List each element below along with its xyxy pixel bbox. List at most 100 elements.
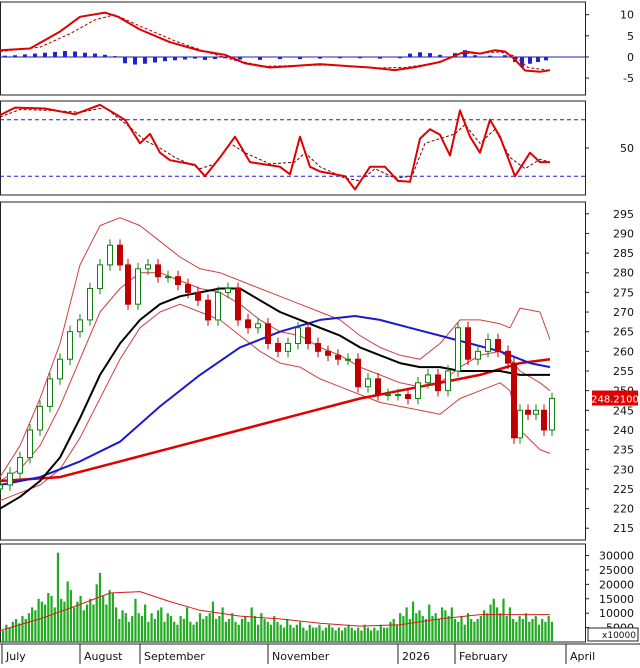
volume-bar: [244, 616, 247, 642]
volume-bar: [550, 621, 553, 642]
volume-bar: [505, 616, 508, 642]
macd-histogram-bar: [473, 55, 477, 57]
candle-body: [335, 354, 341, 360]
volume-bar: [18, 623, 21, 642]
volume-bar: [476, 618, 479, 642]
candle-body: [549, 398, 555, 431]
volume-bar: [366, 627, 369, 642]
candle-body: [525, 409, 531, 415]
candle-body: [295, 327, 301, 344]
candle-body: [235, 287, 241, 321]
volume-bar: [163, 621, 166, 642]
macd-histogram-bar: [408, 53, 412, 57]
volume-bar: [189, 621, 192, 642]
candle-body: [541, 409, 547, 431]
macd-histogram-bar: [536, 56, 540, 63]
stochastic-axis-frame: [0, 100, 586, 196]
stochastic-axis-tick-label: 50: [620, 142, 634, 155]
volume-bar: [140, 616, 144, 642]
volume-bar: [453, 618, 457, 642]
candle-body: [225, 287, 231, 293]
volume-bar: [489, 604, 492, 642]
candle-body: [195, 291, 201, 301]
candle-body: [505, 350, 511, 364]
volume-bar: [528, 621, 531, 642]
volume-bar: [82, 610, 85, 642]
macd-histogram-bar: [43, 52, 47, 57]
volume-bar: [363, 624, 366, 642]
macd-histogram-bar: [463, 50, 467, 57]
volume-bar: [198, 613, 202, 642]
volume-bar: [247, 621, 250, 642]
volume-bar: [499, 613, 502, 642]
volume-bar: [40, 601, 43, 642]
volume-bar: [321, 630, 324, 642]
bollinger-lower-band: [0, 303, 551, 502]
price-axis-tick-label: 215: [613, 522, 634, 535]
volume-bar: [224, 621, 227, 642]
volume-bar: [237, 624, 240, 642]
volume-bar: [389, 621, 392, 642]
macd-axis-tick-label: 10: [620, 9, 634, 22]
volume-axis-tick-label: 30000: [599, 550, 634, 563]
macd-histogram-bar: [398, 56, 402, 59]
volume-bar: [73, 607, 76, 642]
volume-bar: [63, 601, 66, 642]
volume-bar: [208, 613, 211, 642]
volume-bar: [353, 630, 357, 642]
volume-bar: [311, 627, 315, 642]
volume-bar: [150, 613, 153, 642]
volume-bar: [102, 595, 105, 642]
price-axis-tick-label: 225: [613, 483, 634, 496]
volume-bar: [289, 624, 292, 642]
volume-bar: [334, 630, 337, 642]
volume-bar: [192, 624, 195, 642]
volume-bar: [518, 616, 521, 642]
volume-bar: [50, 595, 53, 642]
volume-bar: [486, 613, 489, 642]
moving-average-black: [0, 287, 550, 510]
volume-bar: [376, 630, 379, 642]
candle-body: [255, 323, 261, 329]
volume-bar: [492, 598, 495, 642]
volume-bar: [347, 624, 350, 642]
volume-bar: [292, 627, 295, 642]
volume-bar: [253, 616, 257, 642]
macd-histogram-bar: [63, 51, 67, 57]
volume-bar: [234, 621, 237, 642]
volume-bar: [98, 572, 102, 642]
candle-body: [185, 284, 191, 293]
price-axis-tick-label: 275: [613, 286, 634, 299]
volume-bar: [186, 607, 189, 642]
volume-bar: [508, 607, 512, 642]
macd-histogram-bar: [238, 56, 242, 60]
candle-body: [425, 374, 431, 384]
volume-bar: [357, 627, 360, 642]
volume-bar: [218, 616, 221, 642]
x-axis-label: February: [459, 650, 508, 663]
volume-bar: [60, 598, 63, 642]
volume-bar: [521, 618, 524, 642]
x-axis-label: April: [570, 650, 595, 663]
macd-histogram-bar: [298, 56, 302, 60]
candle-body: [325, 350, 331, 356]
volume-bar: [431, 616, 434, 642]
bollinger-middle-band: [0, 272, 551, 482]
volume-bar: [56, 552, 60, 642]
macd-signal-line: [0, 14, 551, 71]
stochastic-d-line: [0, 107, 551, 182]
macd-histogram-bar: [338, 56, 342, 59]
volume-bar: [121, 610, 124, 642]
volume-bar: [144, 604, 147, 642]
macd-axis-tick-label: 0: [627, 51, 634, 64]
volume-bar: [379, 624, 382, 642]
candle-body: [67, 331, 73, 360]
volume-bar: [305, 630, 308, 642]
volume-bar: [402, 616, 405, 642]
candle-body: [57, 358, 63, 380]
macd-axis-frame: [0, 1, 586, 96]
volume-bar: [131, 616, 134, 642]
volume-bar: [534, 616, 537, 642]
candle-body: [265, 323, 271, 344]
volume-bar: [428, 604, 431, 642]
